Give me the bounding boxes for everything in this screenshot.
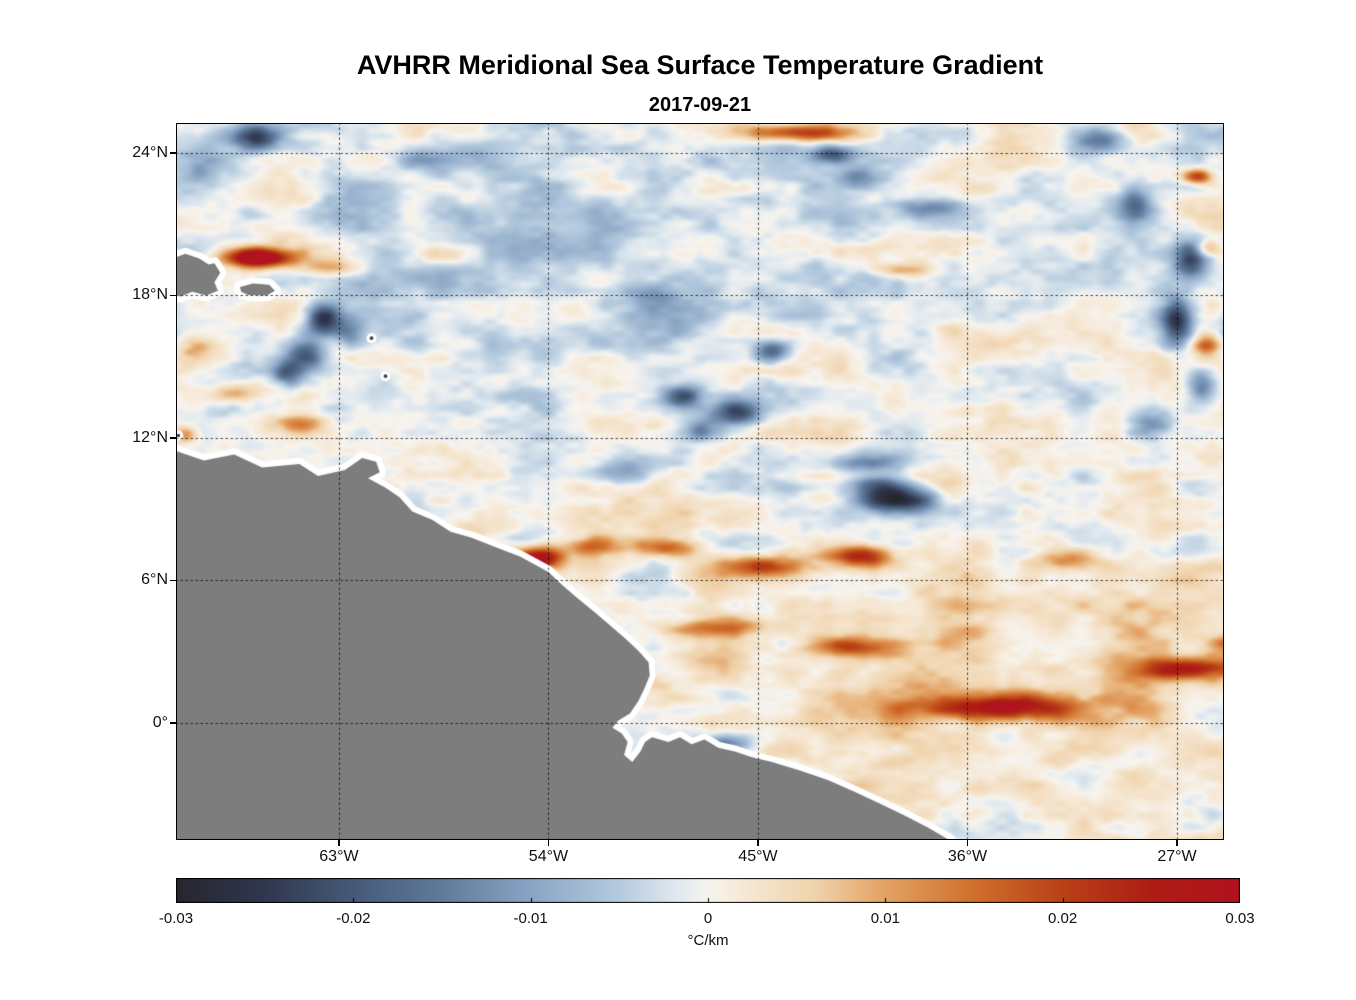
y-axis-tick-mark	[170, 294, 176, 297]
x-axis-tick-label: 45°W	[738, 848, 778, 865]
y-axis-tick-label: 24°N	[132, 143, 168, 161]
y-axis-tick-label: 12°N	[132, 428, 168, 446]
x-axis-tick-mark	[966, 840, 969, 846]
colorbar-tick-label: 0.02	[1048, 910, 1078, 927]
colorbar-gradient	[176, 878, 1240, 903]
colorbar-unit-label: °C/km	[687, 932, 729, 949]
sst-map-canvas	[176, 123, 1224, 840]
x-axis-tick-label: 27°W	[1157, 848, 1197, 865]
y-axis-tick-label: 18°N	[132, 286, 168, 304]
figure-title: AVHRR Meridional Sea Surface Temperature…	[356, 50, 1044, 80]
figure-subtitle-date: 2017-09-21	[648, 94, 752, 116]
colorbar-tick-label: 0.01	[870, 910, 900, 927]
colorbar-tick-label: 0.03	[1225, 910, 1255, 927]
colorbar-tick-label: -0.03	[158, 910, 194, 927]
y-axis-tick-label: 0°	[152, 713, 168, 731]
colorbar-tick-label: -0.02	[336, 910, 371, 927]
y-axis-tick-mark	[170, 722, 176, 724]
x-axis-tick-mark	[547, 840, 550, 846]
x-axis-tick-mark	[1176, 840, 1178, 846]
y-axis-tick-mark	[170, 437, 176, 439]
x-axis-tick-label: 36°W	[947, 848, 988, 865]
x-axis-tick-mark	[757, 840, 759, 846]
y-axis-tick-mark	[170, 579, 176, 582]
y-axis-tick-label: 6°N	[141, 571, 168, 589]
x-axis-tick-mark	[338, 840, 340, 846]
x-axis-tick-label: 54°W	[528, 848, 569, 865]
x-axis-tick-label: 63°W	[319, 848, 359, 865]
colorbar-tick-label: 0	[703, 910, 713, 927]
y-axis-tick-mark	[170, 152, 176, 154]
colorbar-tick-label: -0.01	[513, 910, 548, 927]
